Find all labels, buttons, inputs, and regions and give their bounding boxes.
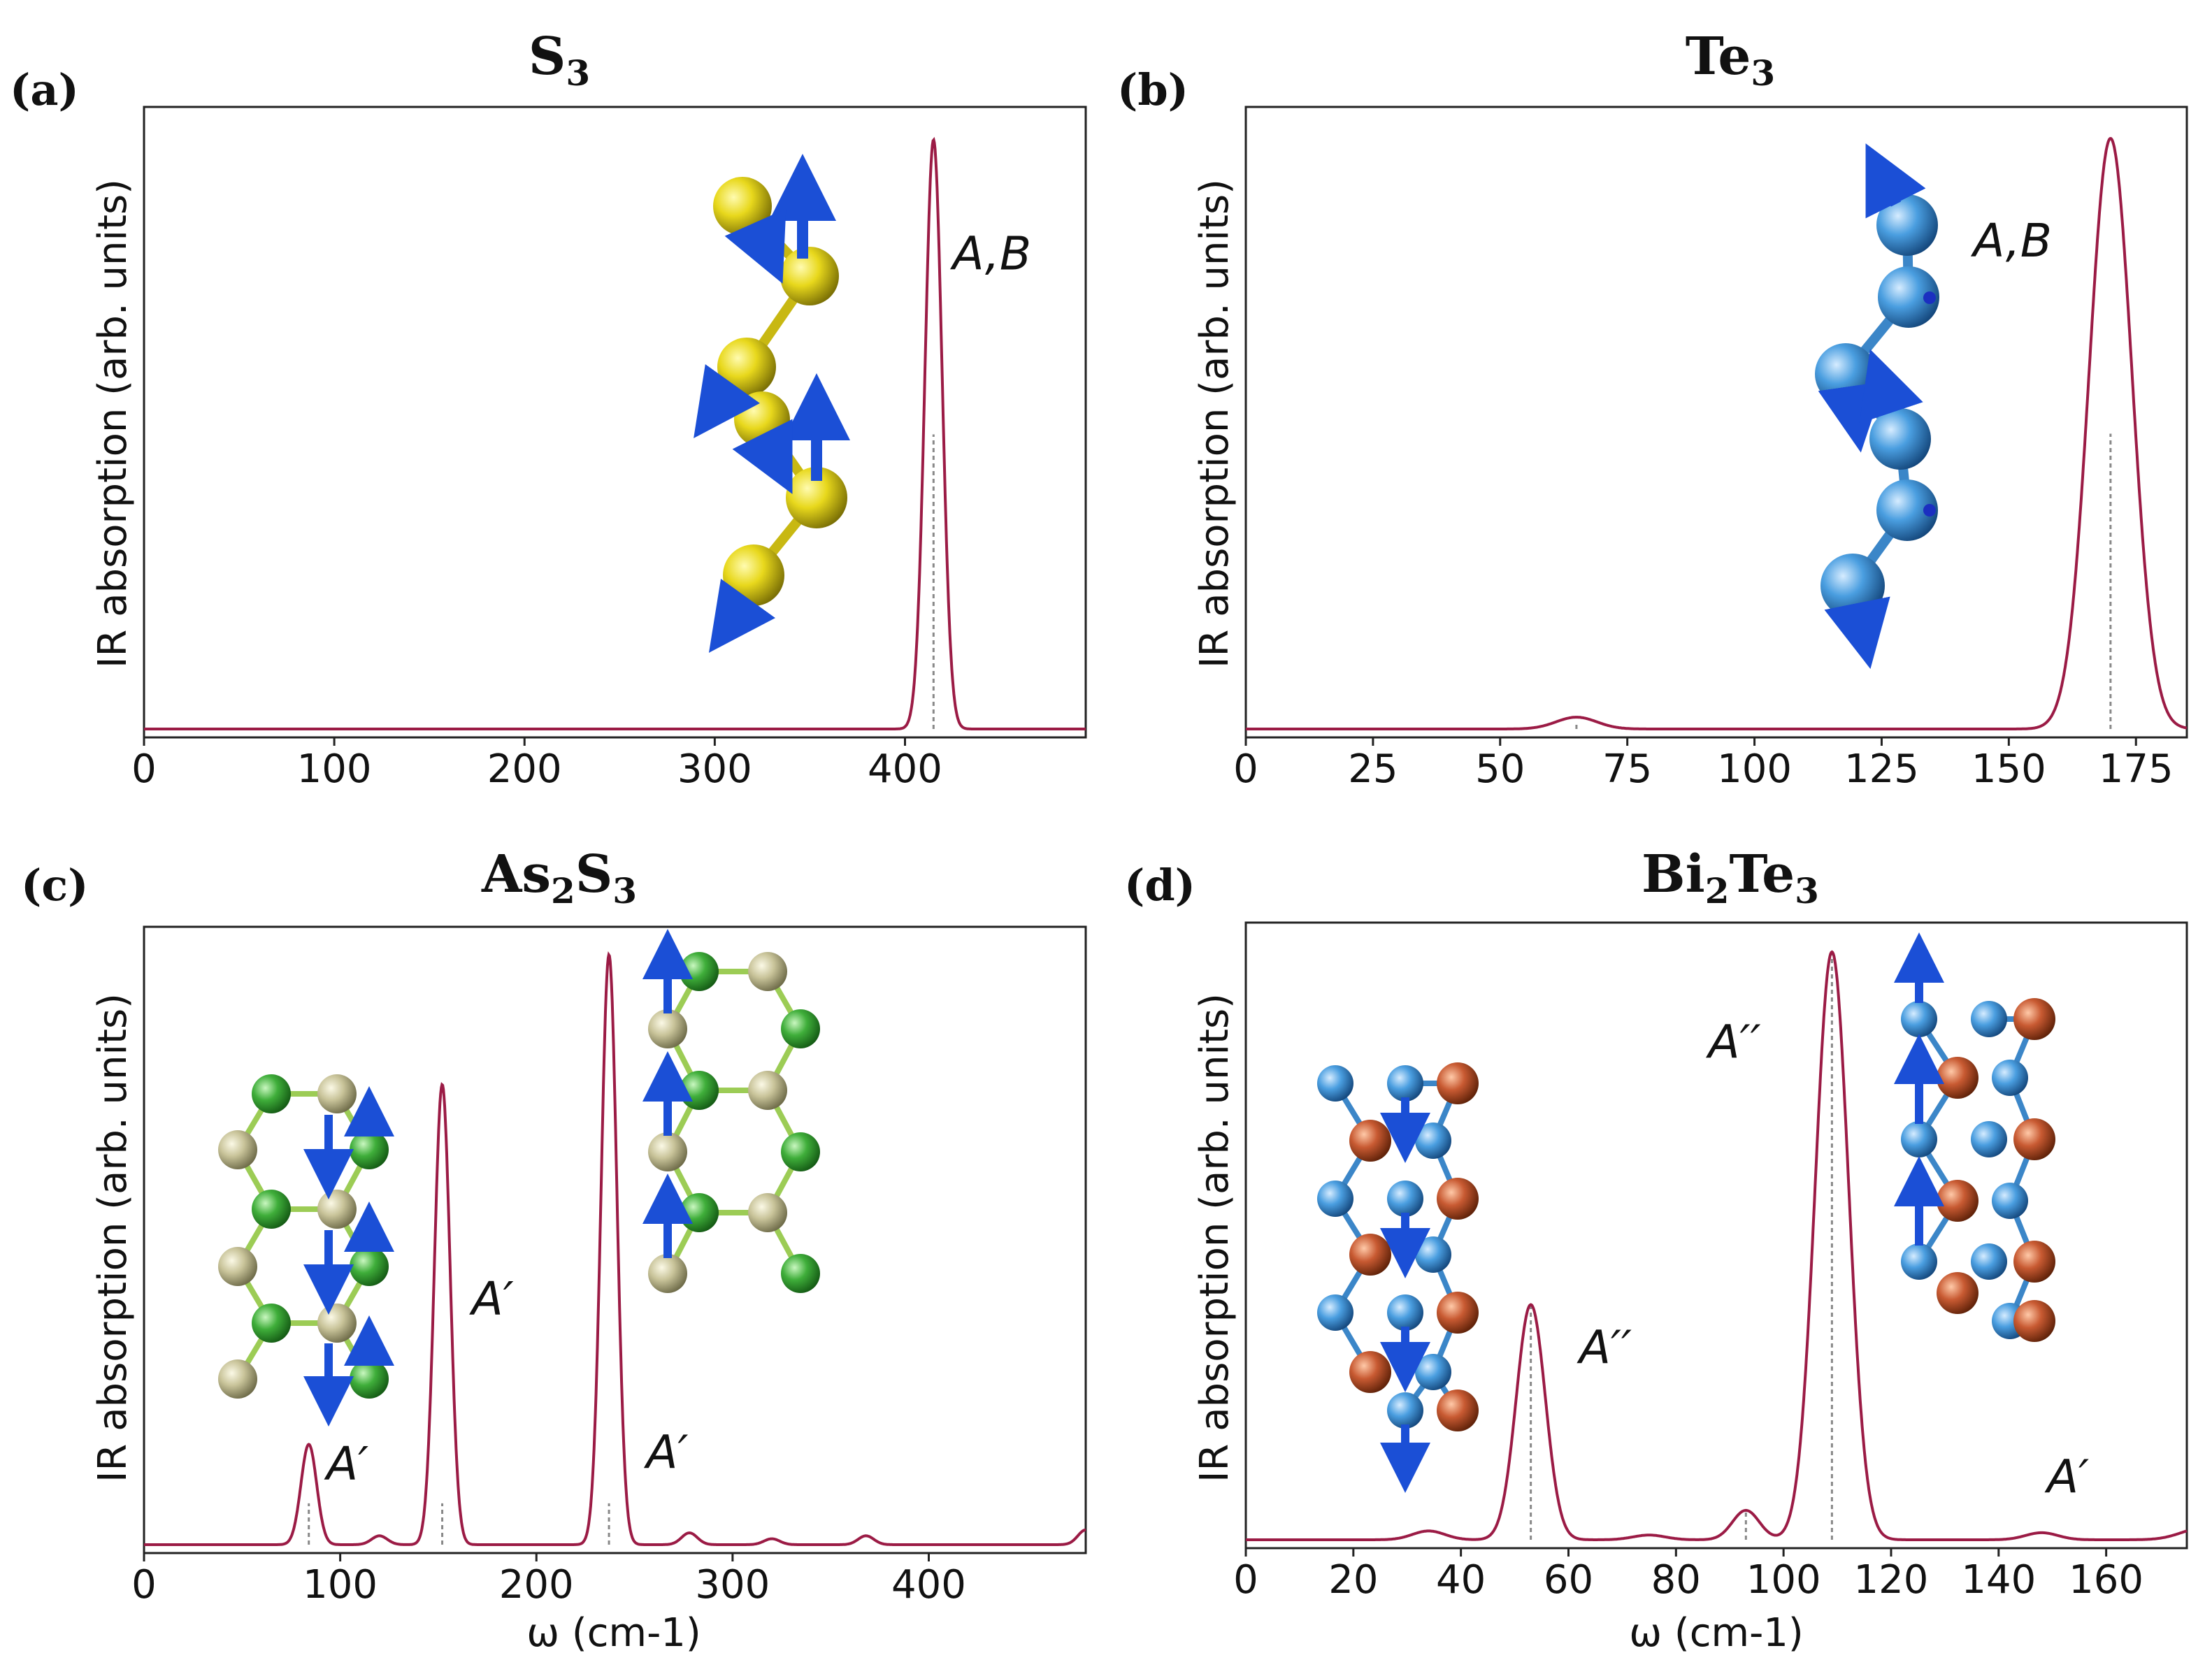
- panel-d: (d) Bi2Te3 IR absorption (arb. units) ω …: [1124, 844, 2188, 1653]
- ylabel-a: IR absorption (arb. units): [90, 179, 136, 668]
- x-tick-label: 75: [1602, 746, 1652, 792]
- panel-c: (c) As2S3 IR absorption (arb. units) ω (…: [21, 844, 1087, 1653]
- x-tick-label: 200: [487, 746, 562, 792]
- x-tick-label: 300: [695, 1562, 770, 1608]
- title-c: As2S3: [481, 844, 637, 911]
- molecule-as2s3-left: [218, 1074, 394, 1427]
- plot-area-d: 0 20 40 60 80 100 120 140 160 A′′ A′′ A′: [1233, 950, 2188, 1603]
- mode-annotation: A′: [469, 1272, 514, 1326]
- x-tick-label: 80: [1651, 1557, 1701, 1603]
- molecule-bi2te3-left: [1317, 1062, 1479, 1493]
- axes-frame-b: [1244, 106, 2188, 739]
- spectrum-line: [144, 136, 1086, 730]
- x-tick-label: 100: [303, 1562, 378, 1608]
- molecule-bi2te3-right: [1894, 932, 2055, 1342]
- mode-annotation: A′: [324, 1437, 368, 1491]
- x-tick-label: 400: [891, 1562, 966, 1608]
- x-tick-label: 300: [677, 746, 752, 792]
- x-tick-label: 20: [1328, 1557, 1378, 1603]
- spectrum-line: [1246, 950, 2188, 1541]
- axes-frame-d: [1244, 921, 2188, 1550]
- xlabel-c: ω (cm-1): [526, 1610, 701, 1653]
- x-tick-label: 50: [1475, 746, 1525, 792]
- plot-area-b: 0 25 50 75 100 125 150 175 A,B: [1233, 137, 2188, 792]
- axes-frame-c: [143, 925, 1087, 1554]
- mode-annotation: A′: [2044, 1450, 2089, 1504]
- x-tick-label: 120: [1854, 1557, 1929, 1603]
- x-tick-label: 100: [1717, 746, 1792, 792]
- x-tick-label: 160: [2069, 1557, 2143, 1603]
- mode-annotation: A,B: [1970, 214, 2052, 268]
- molecule-te-chain: [1815, 143, 1939, 670]
- ylabel-d: IR absorption (arb. units): [1192, 993, 1237, 1482]
- xlabel-d: ω (cm-1): [1629, 1610, 1804, 1653]
- x-tick-label: 140: [1961, 1557, 2036, 1603]
- ylabel-c: IR absorption (arb. units): [90, 993, 136, 1482]
- x-tick-label: 0: [131, 746, 157, 792]
- x-tick-label: 0: [131, 1562, 157, 1608]
- panel-label-c: (c): [21, 860, 88, 911]
- title-d: Bi2Te3: [1642, 844, 1819, 911]
- molecule-s-chain: [694, 154, 850, 653]
- x-tick-label: 60: [1544, 1557, 1593, 1603]
- molecule-as2s3-right: [642, 929, 820, 1293]
- x-tick-label: 125: [1844, 746, 1919, 792]
- x-tick-label: 200: [499, 1562, 574, 1608]
- ylabel-b: IR absorption (arb. units): [1192, 179, 1237, 668]
- x-tick-label: 175: [2099, 746, 2174, 792]
- x-tick-label: 0: [1233, 1557, 1258, 1603]
- mode-annotation: A′′: [1705, 1015, 1760, 1069]
- x-tick-label: 100: [297, 746, 372, 792]
- spectrum-line: [144, 951, 1086, 1546]
- x-tick-label: 100: [1746, 1557, 1821, 1603]
- x-tick-label: 150: [1972, 746, 2046, 792]
- panel-label-a: (a): [10, 64, 79, 115]
- mode-annotation: A′′: [1577, 1321, 1632, 1375]
- x-tick-label: 40: [1436, 1557, 1486, 1603]
- x-tick-label: 25: [1348, 746, 1398, 792]
- panel-label-b: (b): [1117, 64, 1188, 115]
- plot-area-a: 0 100 200 300 400 A,B: [131, 136, 1086, 792]
- panel-a: (a) S3 IR absorption (arb. units) 0 100 20…: [10, 27, 1087, 792]
- title-a: S3: [529, 27, 590, 94]
- mode-annotation: A,B: [950, 226, 1032, 280]
- spectrum-line: [1246, 137, 2188, 730]
- x-tick-label: 400: [868, 746, 942, 792]
- plot-area-c: 0 100 200 300 400 A′ A′ A′: [131, 951, 1086, 1608]
- x-tick-label: 0: [1233, 746, 1258, 792]
- panel-label-d: (d): [1124, 860, 1195, 911]
- panel-b: (b) Te3 IR absorption (arb. units) 0 25 50…: [1117, 27, 2188, 792]
- title-b: Te3: [1686, 27, 1775, 94]
- mode-annotation: A′: [643, 1425, 688, 1479]
- axes-frame-a: [143, 106, 1087, 739]
